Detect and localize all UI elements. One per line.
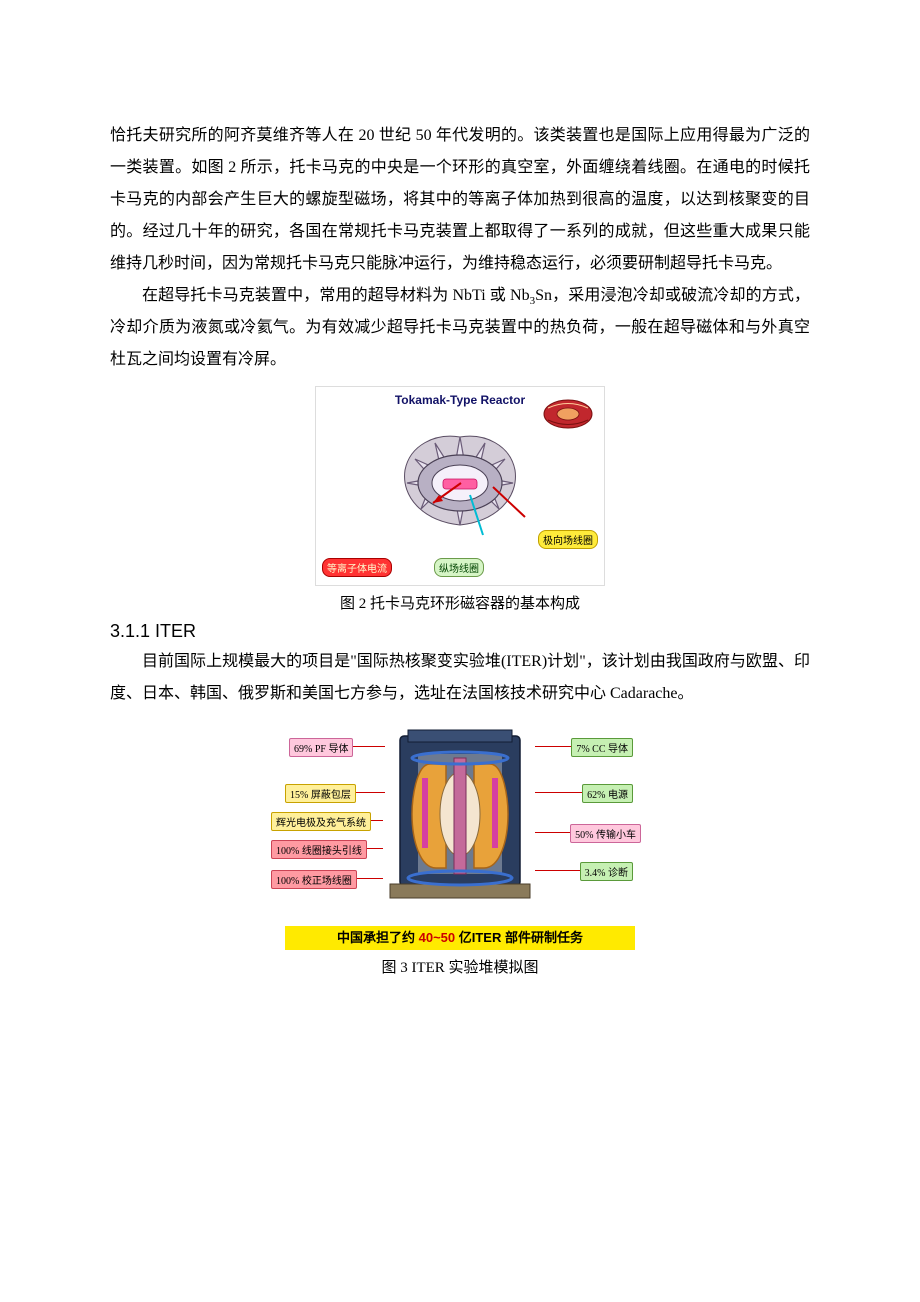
fig3-band-text-a: 中国承担了约	[337, 930, 419, 945]
figure-3-caption: 图 3 ITER 实验堆模拟图	[110, 956, 810, 977]
paragraph-2a: 在超导托卡马克装置中，常用的超导材料为 NbTi 或 Nb	[142, 287, 530, 304]
fig3-label-diagnostics: 3.4% 诊断	[580, 862, 633, 881]
fig3-iter-core	[360, 728, 560, 908]
fig3-band-num: 40~50	[419, 930, 456, 945]
figure-3-iter-diagram: 69% PF 导体 7% CC 导体 15% 屏蔽包层 62% 电源 辉光电极及…	[285, 720, 635, 950]
fig2-label-plasma-current: 等离子体电流	[322, 558, 392, 577]
fig3-label-pf-conductor: 69% PF 导体	[289, 738, 353, 757]
fig3-label-coil-lead: 100% 线圈接头引线	[271, 840, 367, 859]
figure-2-tokamak-diagram: Tokamak-Type Reactor	[315, 386, 605, 586]
fig3-label-correction-coil: 100% 校正场线圈	[271, 870, 357, 889]
fig3-label-transfer-cask: 50% 传输小车	[570, 824, 641, 843]
fig3-label-shield-blanket: 15% 屏蔽包层	[285, 784, 356, 803]
fig2-label-toroidal-coil: 纵场线圈	[434, 558, 484, 577]
paragraph-3: 目前国际上规模最大的项目是"国际热核聚变实验堆(ITER)计划"，该计划由我国政…	[110, 646, 810, 710]
heading-311-iter: 3.1.1 ITER	[110, 621, 810, 642]
paragraph-2: 在超导托卡马克装置中，常用的超导材料为 NbTi 或 Nb3Sn，采用浸泡冷却或…	[110, 280, 810, 376]
fig3-label-power-supply: 62% 电源	[582, 784, 633, 803]
fig2-title: Tokamak-Type Reactor	[395, 393, 525, 407]
fig3-band-text-b: 亿ITER 部件研制任务	[455, 930, 583, 945]
fig3-label-cc-conductor: 7% CC 导体	[571, 738, 633, 757]
figure-2-wrap: Tokamak-Type Reactor	[110, 386, 810, 586]
fig2-main-torus	[375, 425, 545, 545]
fig3-label-glow-discharge: 辉光电极及充气系统	[271, 812, 371, 831]
paragraph-1: 恰托夫研究所的阿齐莫维齐等人在 20 世纪 50 年代发明的。该类装置也是国际上…	[110, 120, 810, 280]
lead-line	[535, 792, 587, 793]
figure-2-caption: 图 2 托卡马克环形磁容器的基本构成	[110, 592, 810, 613]
fig2-inset-torus	[538, 393, 598, 435]
fig2-label-poloidal-coil: 极向场线圈	[538, 530, 598, 549]
fig3-bottom-band: 中国承担了约 40~50 亿ITER 部件研制任务	[285, 926, 635, 950]
figure-3-wrap: 69% PF 导体 7% CC 导体 15% 屏蔽包层 62% 电源 辉光电极及…	[110, 720, 810, 950]
